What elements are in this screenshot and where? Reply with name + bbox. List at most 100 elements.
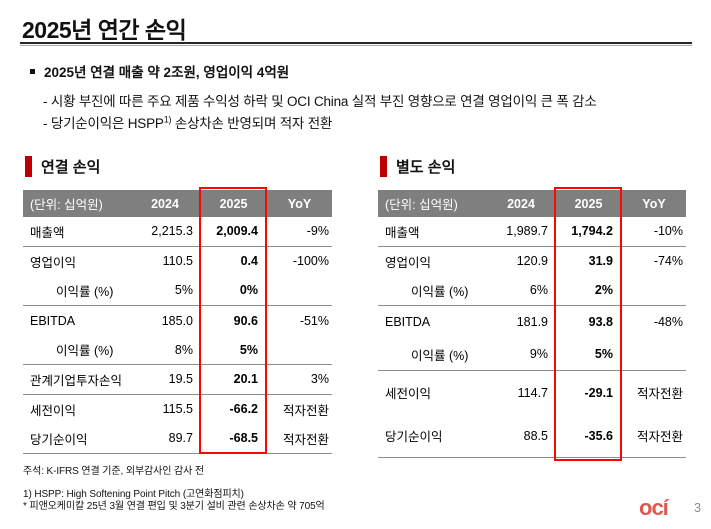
value-2025: 93.8 xyxy=(588,315,613,330)
title-underline xyxy=(20,42,692,46)
table-row: 당기순이익 89.7 -68.5 적자전환 xyxy=(23,424,332,454)
value-2025: 31.9 xyxy=(588,254,613,269)
row-label: 이익률 (%) xyxy=(56,344,114,359)
value-2025: 90.6 xyxy=(233,313,258,328)
value-2025: 5% xyxy=(594,347,613,362)
row-label: 매출액 xyxy=(30,225,65,240)
separate-pnl-table: (단위: 십억원) 2024 2025 YoY 매출액 1,989.7 1,794.… xyxy=(378,187,686,461)
value-2024: 89.7 xyxy=(168,431,193,446)
column-header-yoy: YoY xyxy=(642,196,666,211)
section-header-separate: 별도 손익 xyxy=(380,156,455,177)
value-yoy: -51% xyxy=(299,313,329,328)
table-row: 세전이익 115.5 -66.2 적자전환 xyxy=(23,395,332,425)
summary-point-2-pre: - 당기순이익은 HSPP xyxy=(43,116,164,131)
value-2025: 2,009.4 xyxy=(216,224,258,239)
value-2024: 114.7 xyxy=(517,385,548,400)
oci-logo: ocí xyxy=(639,495,669,520)
summary-point-2-post: 손상차손 반영되며 적자 전환 xyxy=(171,116,333,131)
summary-headline-text: 2025년 연결 매출 약 2조원, 영업이익 4억원 xyxy=(44,65,290,80)
column-header-yoy: YoY xyxy=(287,196,312,211)
value-yoy: 3% xyxy=(310,372,329,387)
table-header-row: (단위: 십억원) 2024 2025 YoY xyxy=(378,190,686,217)
consolidated-pnl-table: (단위: 십억원) 2024 2025 YoY 매출액 2,215.3 2,009.… xyxy=(23,187,332,454)
value-2024: 120.9 xyxy=(516,254,548,269)
value-2025: -29.1 xyxy=(584,385,614,400)
value-2024: 185.0 xyxy=(161,313,193,328)
value-2024: 115.5 xyxy=(162,402,193,417)
value-yoy: -10% xyxy=(653,224,683,239)
bullet-square-icon xyxy=(30,68,35,74)
section-title-separate: 별도 손익 xyxy=(396,159,456,176)
value-yoy: -9% xyxy=(306,224,329,239)
unit-label: (단위: 십억원) xyxy=(30,198,103,212)
row-label: 세전이익 xyxy=(385,387,432,402)
table-row: 세전이익 114.7 -29.1 적자전환 xyxy=(378,371,686,415)
value-2024: 1,989.7 xyxy=(506,224,548,239)
row-label: 당기순이익 xyxy=(385,430,443,445)
column-header-2025: 2025 xyxy=(574,196,603,211)
footnote-hspp: 1) HSPP: High Softening Point Pitch (고연화… xyxy=(23,489,244,500)
row-label: 매출액 xyxy=(385,225,420,240)
value-yoy: -74% xyxy=(653,254,683,269)
table-row: EBITDA 181.9 93.8 -48% xyxy=(378,306,686,339)
value-2024: 8% xyxy=(174,342,193,357)
section-accent-bar xyxy=(25,156,32,177)
table-row: 이익률 (%) 6% 2% xyxy=(378,276,686,306)
table-row: 관계기업투자손익 19.5 20.1 3% xyxy=(23,365,332,395)
row-label: 관계기업투자손익 xyxy=(30,373,123,388)
footnote-impairment: * 피앤오케미칼 25년 3월 연결 편입 및 3분기 설비 관련 손상차손 약… xyxy=(23,501,325,512)
row-label: 이익률 (%) xyxy=(56,284,114,299)
table-body: 매출액 1,989.7 1,794.2 -10% 영업이익 120.9 31.9 -74% 이익… xyxy=(378,217,686,458)
table-row: 영업이익 110.5 0.4 -100% xyxy=(23,247,332,277)
value-2025: 2% xyxy=(594,283,613,298)
value-2025: -68.5 xyxy=(229,431,259,446)
value-2025: 0.4 xyxy=(240,254,258,269)
row-label: 영업이익 xyxy=(30,255,77,270)
table-header-row: (단위: 십억원) 2024 2025 YoY xyxy=(23,190,332,217)
value-yoy: -100% xyxy=(292,254,329,269)
value-yoy: 적자전환 xyxy=(282,432,329,447)
column-header-2024: 2024 xyxy=(151,196,179,211)
summary-point-1: - 시황 부진에 따른 주요 제품 수익성 하락 및 OCI China 실적 … xyxy=(43,90,597,110)
summary-point-2: - 당기순이익은 HSPP1) 손상차손 반영되며 적자 전환 xyxy=(43,112,332,132)
row-label: 이익률 (%) xyxy=(411,348,469,363)
unit-label: (단위: 십억원) xyxy=(385,198,458,212)
table-row: 매출액 2,215.3 2,009.4 -9% xyxy=(23,217,332,247)
value-2025: 0% xyxy=(239,283,258,298)
value-2024: 6% xyxy=(529,283,548,298)
row-label: EBITDA xyxy=(30,313,76,328)
row-label: 이익률 (%) xyxy=(411,284,469,299)
value-2025: 5% xyxy=(239,342,258,357)
summary-headline: 2025년 연결 매출 약 2조원, 영업이익 4억원 xyxy=(30,61,289,81)
table-body: 매출액 2,215.3 2,009.4 -9% 영업이익 110.5 0.4 -100% 이익률… xyxy=(23,217,332,454)
table-row: 매출액 1,989.7 1,794.2 -10% xyxy=(378,217,686,247)
value-2024: 5% xyxy=(174,283,193,298)
column-header-2025: 2025 xyxy=(219,196,248,211)
table-row: 이익률 (%) 9% 5% xyxy=(378,338,686,371)
table-row: EBITDA 185.0 90.6 -51% xyxy=(23,306,332,336)
value-2024: 88.5 xyxy=(523,428,548,443)
value-2024: 9% xyxy=(529,347,548,362)
table-row: 이익률 (%) 5% 0% xyxy=(23,276,332,306)
section-accent-bar xyxy=(380,156,387,177)
summary-point-1-text: - 시황 부진에 따른 주요 제품 수익성 하락 및 OCI China 실적 … xyxy=(43,94,597,109)
row-label: EBITDA xyxy=(385,315,431,330)
value-2024: 19.5 xyxy=(168,372,193,387)
value-yoy: 적자전환 xyxy=(282,403,329,418)
value-2024: 110.5 xyxy=(162,254,193,269)
column-header-2024: 2024 xyxy=(507,196,535,211)
value-2025: 20.1 xyxy=(233,372,258,387)
section-header-consolidated: 연결 손익 xyxy=(25,156,100,177)
footnote-standard: 주석: K-IFRS 연결 기준, 외부감사인 감사 전 xyxy=(23,466,205,477)
table-row: 영업이익 120.9 31.9 -74% xyxy=(378,247,686,277)
value-yoy: 적자전환 xyxy=(636,430,683,445)
section-title-consolidated: 연결 손익 xyxy=(41,159,101,176)
row-label: 당기순이익 xyxy=(30,432,88,447)
table-row: 당기순이익 88.5 -35.6 적자전환 xyxy=(378,414,686,458)
value-yoy: -48% xyxy=(653,315,683,330)
value-yoy: 적자전환 xyxy=(636,387,683,402)
value-2024: 2,215.3 xyxy=(151,224,193,239)
value-2025: -35.6 xyxy=(584,428,614,443)
value-2024: 181.9 xyxy=(516,315,548,330)
